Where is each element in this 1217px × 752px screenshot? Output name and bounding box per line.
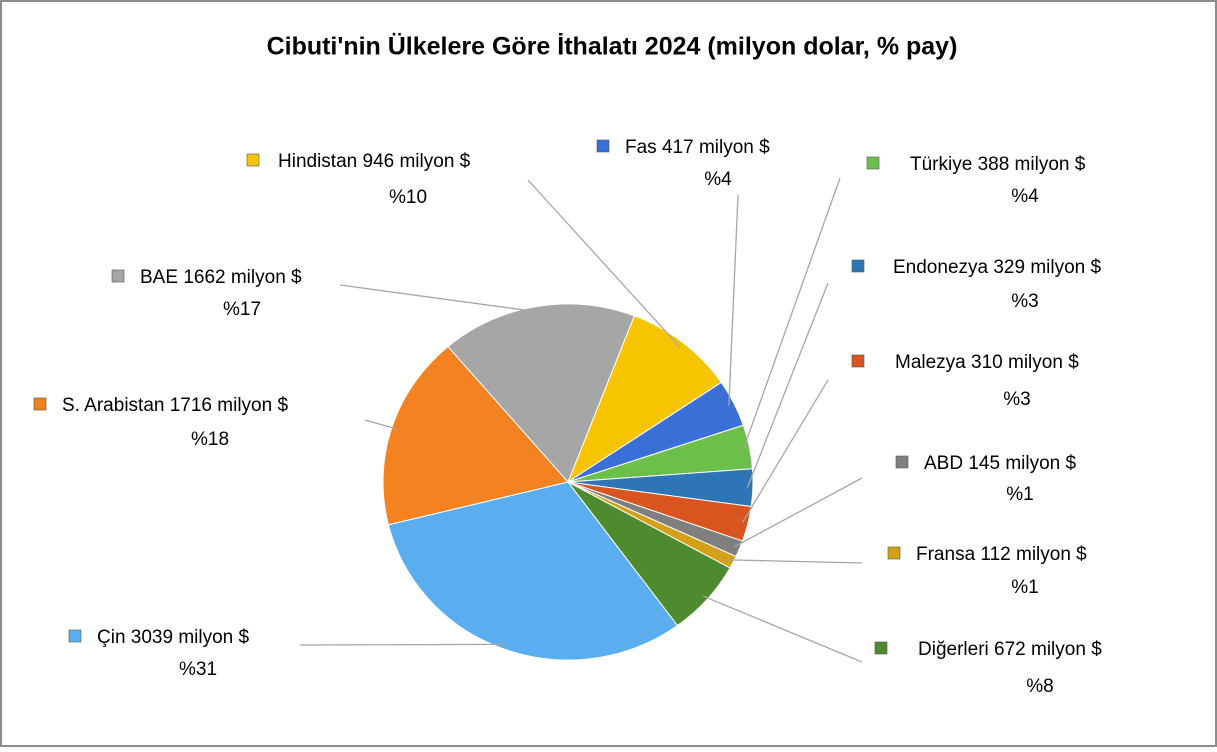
percent-label: %4	[1011, 186, 1039, 207]
category-label: Fas	[625, 137, 657, 158]
value-label: 1716 milyon $	[170, 395, 289, 416]
value-label: 3039 milyon $	[131, 627, 250, 648]
percent-label: %1	[1006, 484, 1033, 505]
leader-line	[746, 282, 829, 488]
data-label: ABD 145 milyon $	[924, 453, 1077, 474]
percent-label: %31	[179, 659, 217, 680]
leader-line	[741, 379, 829, 524]
percent-label: %4	[704, 169, 732, 190]
legend-marker	[851, 354, 865, 368]
chart-title: Cibuti'nin Ülkelere Göre İthalatı 2024 (…	[267, 32, 958, 61]
value-label: 1662 milyon $	[183, 267, 302, 288]
data-label: Hindistan 946 milyon $	[278, 151, 471, 172]
legend-marker	[68, 629, 82, 643]
category-label: Endonezya	[893, 257, 989, 278]
category-label: Fransa	[916, 544, 976, 565]
value-label: 388 milyon $	[978, 154, 1086, 175]
leader-line	[702, 595, 863, 663]
leader-line	[743, 177, 841, 449]
category-label: Malezya	[895, 352, 966, 373]
legend-marker	[895, 455, 909, 469]
value-label: 329 milyon $	[993, 257, 1101, 278]
legend-marker	[874, 641, 888, 655]
category-label: Türkiye	[910, 154, 972, 175]
leader-line	[728, 194, 739, 406]
data-label: Malezya 310 milyon $	[895, 352, 1079, 373]
category-label: ABD	[924, 453, 963, 474]
leader-line	[734, 477, 863, 548]
legend-marker	[887, 546, 901, 560]
leader-line	[728, 559, 863, 564]
category-label: Diğerleri	[918, 639, 989, 660]
data-label: Fas 417 milyon $	[625, 137, 770, 158]
percent-label: %1	[1011, 577, 1038, 598]
data-label: Çin 3039 milyon $	[97, 627, 250, 648]
pie-slice	[566, 315, 723, 484]
legend-marker	[866, 156, 880, 170]
data-label: Fransa 112 milyon $	[916, 544, 1087, 565]
data-label: Endonezya 329 milyon $	[893, 257, 1102, 278]
percent-label: %3	[1011, 291, 1038, 312]
data-label: S. Arabistan 1716 milyon $	[62, 395, 288, 416]
category-label: Hindistan	[278, 151, 357, 172]
leader-line	[339, 284, 538, 313]
data-label: Türkiye 388 milyon $	[910, 154, 1086, 175]
leader-line	[527, 179, 681, 348]
percent-label: %8	[1026, 676, 1053, 697]
category-label: Çin	[97, 627, 126, 648]
value-label: 112 milyon $	[980, 544, 1087, 565]
value-label: 310 milyon $	[971, 352, 1079, 373]
percent-label: %18	[191, 429, 229, 450]
value-label: 145 milyon $	[968, 453, 1076, 474]
pie-slice	[387, 481, 679, 661]
percent-label: %10	[389, 187, 427, 208]
pie-slice	[447, 303, 635, 483]
legend-marker	[111, 269, 125, 283]
data-label: BAE 1662 milyon $	[140, 267, 302, 288]
value-label: 417 milyon $	[662, 137, 770, 158]
category-label: S. Arabistan	[62, 395, 164, 416]
leader-line	[299, 643, 507, 646]
value-label: 946 milyon $	[363, 151, 471, 172]
data-label: Diğerleri 672 milyon $	[918, 639, 1102, 660]
legend-marker	[246, 153, 260, 167]
percent-label: %3	[1003, 389, 1030, 410]
legend-marker	[33, 397, 47, 411]
value-label: 672 milyon $	[994, 639, 1102, 660]
legend-marker	[851, 259, 865, 273]
percent-label: %17	[223, 299, 261, 320]
legend-marker	[596, 139, 610, 153]
category-label: BAE	[140, 267, 178, 288]
leader-line	[364, 419, 398, 430]
